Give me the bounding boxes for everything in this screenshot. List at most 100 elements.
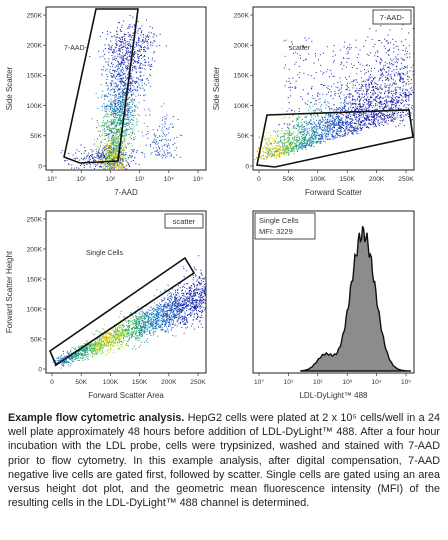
data-point (125, 118, 127, 120)
data-point (102, 152, 104, 154)
data-point (116, 70, 118, 72)
data-point (153, 134, 155, 136)
data-point (167, 139, 169, 141)
data-point (122, 61, 124, 63)
data-point (104, 138, 105, 140)
data-point (133, 32, 135, 34)
data-point (121, 75, 123, 77)
data-point (119, 126, 121, 128)
data-point (107, 33, 109, 35)
data-point (121, 93, 123, 95)
data-point (368, 79, 370, 81)
data-point (107, 96, 109, 97)
data-point (304, 140, 306, 142)
data-point (415, 58, 416, 59)
data-point (114, 90, 116, 92)
data-point (380, 74, 382, 76)
data-point (114, 101, 116, 103)
data-point (75, 157, 77, 159)
data-point (400, 78, 402, 80)
data-point (264, 151, 266, 153)
data-point (287, 125, 289, 127)
data-point (393, 58, 395, 60)
data-point (332, 123, 334, 125)
data-point (113, 48, 115, 50)
data-point (123, 85, 125, 86)
data-point (126, 104, 128, 106)
data-point (83, 163, 85, 165)
data-point (109, 150, 111, 152)
data-point (392, 83, 394, 85)
data-point (343, 128, 344, 129)
data-point (156, 154, 158, 156)
data-point (120, 169, 122, 170)
data-point (113, 49, 115, 51)
data-point (118, 142, 119, 144)
data-point (113, 147, 115, 149)
data-point (123, 45, 125, 47)
data-point (103, 163, 105, 165)
data-point (121, 26, 123, 28)
data-point (111, 173, 112, 174)
data-point (129, 52, 131, 54)
data-point (134, 61, 136, 63)
data-point (144, 59, 146, 60)
data-point (86, 155, 88, 157)
data-point (118, 74, 119, 76)
data-point (104, 98, 105, 100)
data-point (108, 100, 110, 102)
data-point (296, 136, 298, 138)
data-point (139, 49, 141, 51)
data-point (381, 69, 383, 71)
data-point (277, 141, 278, 143)
data-point (122, 49, 124, 51)
data-point (368, 98, 370, 100)
data-point (115, 96, 117, 98)
data-point (307, 92, 309, 94)
data-point (78, 167, 80, 169)
data-point (108, 148, 110, 150)
data-point (110, 168, 112, 169)
data-point (373, 114, 375, 116)
data-point (116, 162, 118, 164)
data-point (163, 155, 165, 156)
data-point (150, 42, 152, 44)
data-point (106, 104, 108, 106)
data-point (89, 56, 91, 57)
data-point (404, 89, 406, 91)
data-point (395, 57, 397, 59)
data-point (267, 152, 269, 154)
data-point (100, 145, 101, 147)
data-point (328, 133, 329, 135)
data-point (370, 103, 372, 105)
data-point (128, 134, 130, 136)
data-point (390, 90, 392, 92)
data-point (328, 102, 330, 104)
data-point (372, 80, 373, 82)
data-point (128, 44, 129, 46)
data-point (286, 132, 288, 134)
data-point (154, 141, 156, 143)
data-point (313, 121, 315, 123)
data-point (277, 150, 279, 152)
data-point (320, 138, 321, 139)
data-point (296, 139, 298, 140)
data-point (104, 135, 106, 137)
data-point (117, 165, 119, 166)
data-point (404, 95, 406, 97)
data-point (93, 160, 95, 162)
y-tick-label: 250K (234, 12, 250, 19)
data-point (380, 116, 382, 118)
data-point (408, 104, 410, 106)
data-point (277, 142, 279, 144)
data-point (114, 136, 116, 138)
data-point (362, 124, 364, 126)
data-point (297, 141, 298, 143)
data-point (148, 39, 150, 40)
data-point (111, 164, 113, 166)
data-point (343, 102, 345, 104)
data-point (120, 44, 122, 46)
data-point (161, 124, 163, 126)
data-point (289, 145, 291, 147)
data-point (372, 89, 374, 91)
